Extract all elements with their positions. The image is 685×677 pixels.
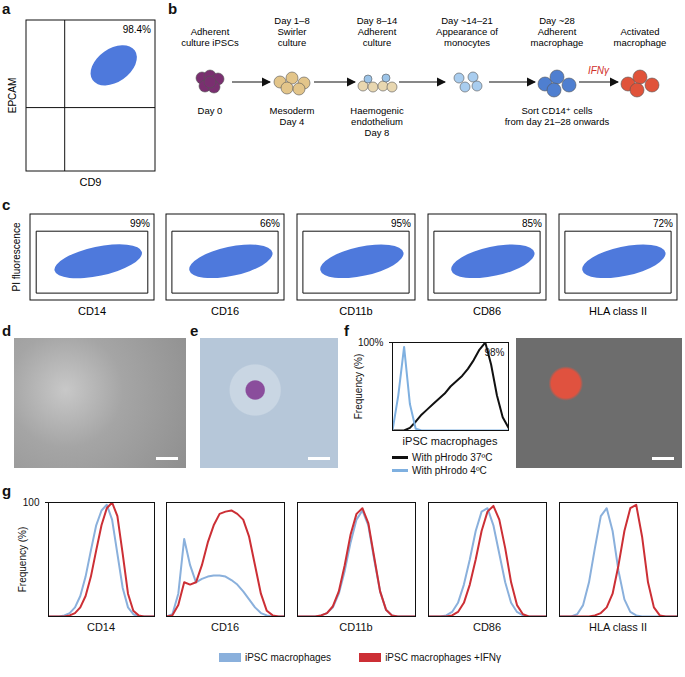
svg-text:monocytes: monocytes (444, 37, 490, 48)
svg-text:from day 21–28 onwards: from day 21–28 onwards (505, 116, 610, 127)
html-text:f: f (344, 322, 349, 339)
svg-text:macrophage: macrophage (531, 37, 584, 48)
html-text:CD11b: CD11b (339, 621, 373, 633)
svg-text:98.4%: 98.4% (123, 24, 151, 35)
svg-text:CD16: CD16 (211, 305, 239, 317)
svg-text:culture iPSCs: culture iPSCs (181, 37, 239, 48)
svg-text:CD9: CD9 (79, 176, 101, 188)
svg-text:endothelium: endothelium (351, 116, 403, 127)
html-text:CD86: CD86 (472, 621, 502, 633)
svg-text:macrophage: macrophage (614, 37, 667, 48)
svg-text:Frequency (%): Frequency (%) (353, 354, 364, 420)
svg-text:Sort CD14⁺ cells: Sort CD14⁺ cells (521, 105, 592, 116)
svg-text:Day ~28: Day ~28 (539, 15, 575, 26)
svg-text:Day ~14–21: Day ~14–21 (441, 15, 493, 26)
svg-text:Activated: Activated (620, 26, 659, 37)
svg-text:Swirler: Swirler (277, 26, 306, 37)
svg-text:66%: 66% (260, 218, 280, 229)
svg-text:85%: 85% (522, 218, 542, 229)
html-text:a: a (2, 0, 11, 17)
html-text:iPSC macrophages +IFNγ: iPSC macrophages +IFNγ (385, 652, 501, 663)
svg-text:Appearance of: Appearance of (436, 26, 498, 37)
svg-text:Day 8: Day 8 (365, 127, 390, 138)
svg-text:Adherent: Adherent (538, 26, 577, 37)
svg-text:culture: culture (278, 37, 307, 48)
svg-text:72%: 72% (653, 218, 673, 229)
html-text:CD14: CD14 (86, 621, 116, 633)
svg-text:EPCAM: EPCAM (7, 78, 18, 114)
svg-text:CD11b: CD11b (339, 305, 372, 317)
svg-text:Adherent: Adherent (191, 26, 230, 37)
svg-text:CD14: CD14 (78, 305, 106, 317)
html-text:HLA class II: HLA class II (589, 621, 647, 633)
svg-text:Day 8–14: Day 8–14 (357, 15, 398, 26)
svg-text:IFNγ: IFNγ (588, 65, 610, 76)
svg-text:95%: 95% (391, 218, 411, 229)
svg-text:Frequency (%): Frequency (%) (17, 527, 28, 593)
svg-text:PI fluorescence: PI fluorescence (11, 222, 22, 291)
html-text:iPSC macrophages: iPSC macrophages (402, 435, 498, 447)
svg-text:Day 0: Day 0 (198, 105, 223, 116)
svg-text:CD86: CD86 (473, 305, 501, 317)
html-text:d: d (2, 322, 12, 339)
svg-text:Mesoderm: Mesoderm (270, 105, 315, 116)
html-text:With pHrodo 37ºC: With pHrodo 37ºC (412, 452, 493, 463)
svg-text:HLA class II: HLA class II (589, 305, 647, 317)
html-text:g: g (2, 482, 12, 499)
html-text:With pHrodo 4ºC: With pHrodo 4ºC (412, 465, 487, 476)
svg-text:Day 1–8: Day 1–8 (274, 15, 309, 26)
html-text:CD16: CD16 (210, 621, 240, 633)
svg-text:100%: 100% (358, 337, 384, 348)
html-text:iPSC macrophages: iPSC macrophages (245, 652, 332, 663)
svg-text:culture: culture (363, 37, 392, 48)
svg-text:99%: 99% (130, 218, 150, 229)
svg-text:100: 100 (23, 497, 40, 508)
svg-text:Adherent: Adherent (358, 26, 397, 37)
svg-text:98%: 98% (484, 347, 504, 358)
svg-text:Day 4: Day 4 (280, 116, 305, 127)
html-text:e: e (190, 322, 199, 339)
html-text:c: c (2, 196, 11, 213)
svg-text:Haemogenic: Haemogenic (350, 105, 404, 116)
html-text:b: b (168, 0, 178, 17)
